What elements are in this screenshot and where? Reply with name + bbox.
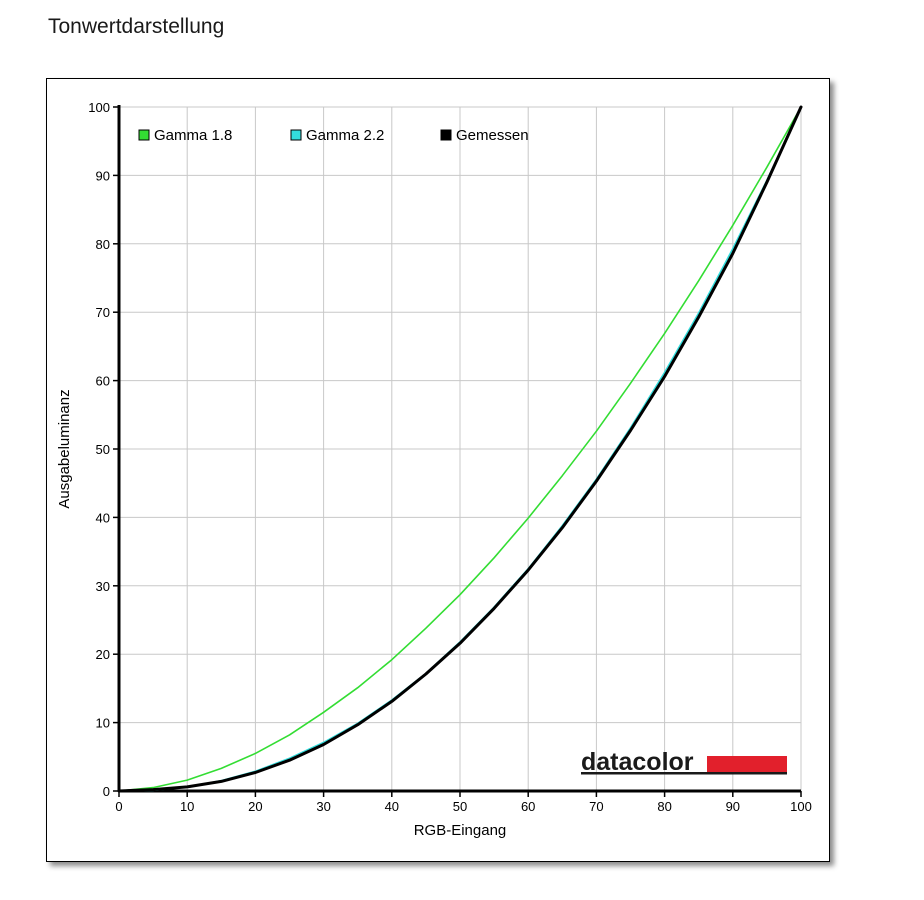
grid-lines	[119, 106, 802, 791]
legend-swatch-gamma-1-8	[138, 129, 150, 141]
y-axis-title: Ausgabeluminanz	[56, 389, 73, 508]
y-tick-label: 20	[96, 647, 110, 662]
x-tick-label: 40	[385, 799, 399, 814]
legend-label-gemessen: Gemessen	[456, 127, 529, 144]
legend-label-gamma-1-8: Gamma 1.8	[154, 127, 232, 144]
y-tick-label: 40	[96, 510, 110, 525]
x-axis-title: RGB-Eingang	[414, 822, 507, 839]
y-tick-label: 70	[96, 305, 110, 320]
y-tick-label: 80	[96, 237, 110, 252]
x-tick-label: 80	[657, 799, 671, 814]
x-tick-label: 70	[589, 799, 603, 814]
x-tick-label: 0	[115, 799, 122, 814]
legend-swatch-gemessen	[440, 129, 452, 141]
y-tick-label: 90	[96, 168, 110, 183]
y-tick-label: 30	[96, 579, 110, 594]
legend: Gamma 1.8 Gamma 2.2 Gemessen	[138, 127, 529, 144]
datacolor-logo-text: datacolor	[581, 748, 694, 776]
series-line-gamma-1-8	[118, 106, 802, 792]
y-tick-label: 100	[88, 100, 110, 115]
datacolor-logo-bar	[707, 756, 787, 773]
chart-svg: 0 10 20 30 40 50 60 70 80 90 100 0 10 20 30 40 50 60 70 80 9…	[56, 100, 812, 839]
x-tick-label: 100	[790, 799, 812, 814]
x-tick-label: 50	[453, 799, 467, 814]
legend-label-gamma-2-2: Gamma 2.2	[306, 127, 384, 144]
legend-swatch-gamma-2-2	[290, 129, 302, 141]
series-line-gemessen	[117, 105, 803, 793]
y-tick-label: 50	[96, 442, 110, 457]
x-tick-label: 20	[248, 799, 262, 814]
y-tick-label: 10	[96, 716, 110, 731]
x-tick-label: 30	[316, 799, 330, 814]
x-tick-label: 90	[726, 799, 740, 814]
datacolor-logo-underline	[581, 772, 787, 775]
y-tick-label: 60	[96, 374, 110, 389]
tone-response-chart: 0 10 20 30 40 50 60 70 80 90 100 0 10 20 30 40 50 60 70 80 9…	[46, 78, 830, 862]
axes: 0 10 20 30 40 50 60 70 80 90 100 0 10 20 30 40 50 60 70 80 9…	[56, 100, 812, 839]
datacolor-logo: datacolor	[581, 748, 787, 776]
x-tick-label: 10	[180, 799, 194, 814]
x-tick-label: 60	[521, 799, 535, 814]
y-tick-label: 0	[103, 784, 110, 799]
series-lines	[117, 105, 803, 793]
page-title: Tonwertdarstellung	[48, 15, 225, 38]
